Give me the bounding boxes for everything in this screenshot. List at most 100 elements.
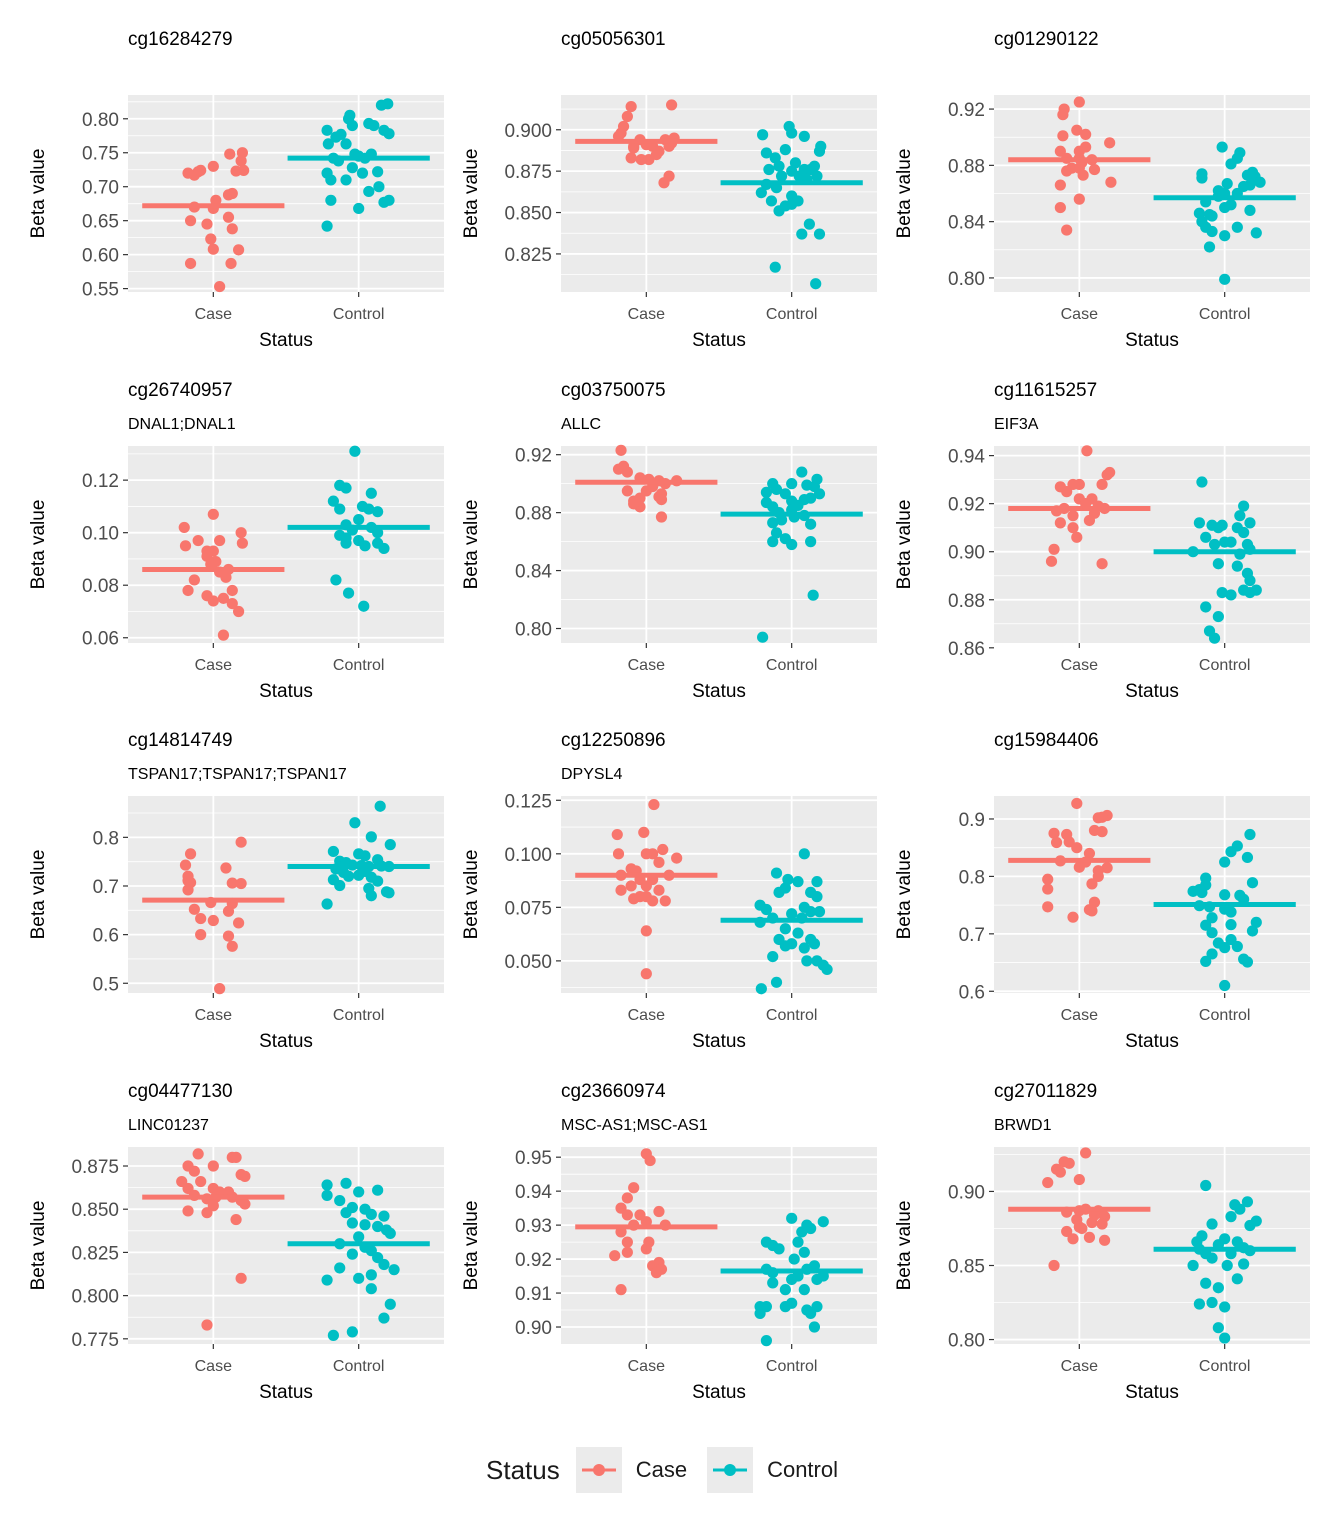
data-point-control — [1216, 586, 1228, 599]
data-point-case — [1083, 514, 1096, 527]
data-point-control — [1244, 574, 1256, 587]
data-point-control — [773, 1243, 785, 1255]
panel-title: cg27011829 — [994, 1081, 1097, 1102]
legend-label-case: Case — [635, 1457, 688, 1482]
y-tick-label: 0.93 — [515, 1216, 552, 1237]
y-tick-label: 0.75 — [82, 144, 119, 165]
data-point-control — [1219, 942, 1231, 954]
y-tick-label: 0.94 — [948, 447, 985, 468]
panel-subtitle: DPYSL4 — [561, 766, 622, 783]
y-tick-label: 0.65 — [82, 212, 119, 233]
data-point-case — [184, 848, 197, 860]
data-point-control — [1219, 1332, 1231, 1344]
data-point-control — [384, 1298, 396, 1310]
panel-svg: cg03750075 ALLC 0.80 0.84 0.88 0.92 Case Contro… — [461, 380, 877, 702]
data-point-case — [1081, 445, 1093, 457]
data-point-case — [179, 859, 192, 871]
data-point-control — [813, 906, 826, 918]
x-tick-label: Control — [766, 1358, 818, 1375]
y-tick-label: 0.775 — [71, 1330, 119, 1351]
data-point-control — [783, 120, 795, 133]
data-point-case — [621, 485, 633, 497]
y-axis-title: Beta value — [461, 1201, 482, 1291]
data-point-control — [378, 1312, 390, 1324]
data-point-control — [1206, 1296, 1218, 1309]
data-point-control — [1238, 1258, 1250, 1270]
data-point-case — [1076, 1222, 1088, 1235]
y-tick-label: 0.5 — [93, 974, 119, 995]
data-point-case — [611, 828, 623, 841]
data-point-case — [638, 826, 650, 839]
data-point-control — [796, 466, 808, 478]
data-point-control — [1193, 207, 1205, 219]
data-point-control — [321, 1189, 333, 1201]
data-point-case — [1073, 861, 1085, 873]
data-point-control — [1219, 230, 1231, 242]
panel-subtitle: TSPAN17;TSPAN17;TSPAN17 — [128, 766, 347, 783]
y-tick-label: 0.90 — [948, 1182, 985, 1203]
data-point-control — [344, 109, 356, 121]
data-point-control — [754, 1307, 766, 1320]
data-point-control — [805, 518, 817, 530]
data-point-control — [821, 963, 833, 976]
y-tick-label: 0.55 — [82, 280, 119, 301]
data-point-control — [786, 1297, 798, 1309]
data-point-control — [321, 124, 333, 136]
data-point-case — [235, 155, 247, 167]
y-tick-label: 0.800 — [71, 1287, 119, 1308]
data-point-case — [1083, 1231, 1096, 1243]
data-point-control — [353, 1186, 365, 1198]
x-tick-label: Control — [766, 306, 818, 323]
y-tick-label: 0.075 — [504, 898, 552, 919]
data-point-control — [1187, 1259, 1199, 1272]
data-point-control — [365, 890, 377, 902]
data-point-control — [1193, 517, 1205, 529]
data-point-control — [1219, 1301, 1231, 1313]
data-point-control — [334, 529, 346, 541]
y-tick-label: 0.95 — [515, 1148, 552, 1169]
facet-panel: cg11615257 EIF3A 0.86 0.88 0.90 0.92 0.94 Case C… — [866, 351, 1314, 702]
data-point-case — [615, 444, 627, 456]
data-point-control — [786, 1212, 798, 1224]
data-point-case — [666, 99, 678, 111]
y-axis-title: Beta value — [894, 850, 915, 940]
data-point-control — [1219, 979, 1231, 992]
data-point-case — [1092, 870, 1104, 883]
data-point-control — [770, 527, 783, 539]
data-point-control — [1250, 584, 1262, 596]
x-tick-label: Control — [333, 306, 385, 323]
x-axis-title: Status — [259, 681, 313, 702]
y-tick-label: 0.84 — [515, 562, 552, 583]
data-point-control — [1231, 221, 1243, 233]
data-point-control — [1244, 1219, 1256, 1232]
data-point-case — [192, 534, 204, 547]
data-point-control — [798, 1284, 810, 1296]
data-point-control — [349, 817, 361, 829]
data-point-control — [1219, 889, 1231, 901]
data-point-case — [182, 167, 194, 179]
data-point-case — [226, 598, 238, 610]
data-point-control — [770, 976, 783, 988]
data-point-case — [1054, 179, 1066, 191]
plot-background — [561, 796, 877, 993]
plot-background — [561, 446, 877, 643]
y-axis-title: Beta value — [461, 500, 482, 590]
x-axis-title: Status — [1125, 681, 1179, 702]
data-point-case — [184, 257, 197, 270]
data-point-control — [1219, 856, 1231, 868]
data-point-control — [358, 600, 370, 612]
data-point-control — [1244, 517, 1256, 529]
data-point-control — [356, 167, 369, 179]
data-point-control — [1216, 141, 1228, 153]
data-point-control — [808, 1321, 821, 1333]
data-point-case — [625, 152, 637, 164]
y-axis-title: Beta value — [461, 149, 482, 239]
y-tick-label: 0.12 — [82, 471, 119, 492]
data-point-control — [811, 170, 823, 182]
facet-panel: cg12250896 DPYSL4 0.050 0.075 0.100 0.125 Case… — [433, 701, 881, 1052]
data-point-control — [1246, 877, 1259, 889]
data-point-control — [378, 542, 390, 555]
data-point-case — [1073, 96, 1085, 108]
data-point-control — [1212, 558, 1224, 570]
data-point-case — [643, 153, 655, 166]
